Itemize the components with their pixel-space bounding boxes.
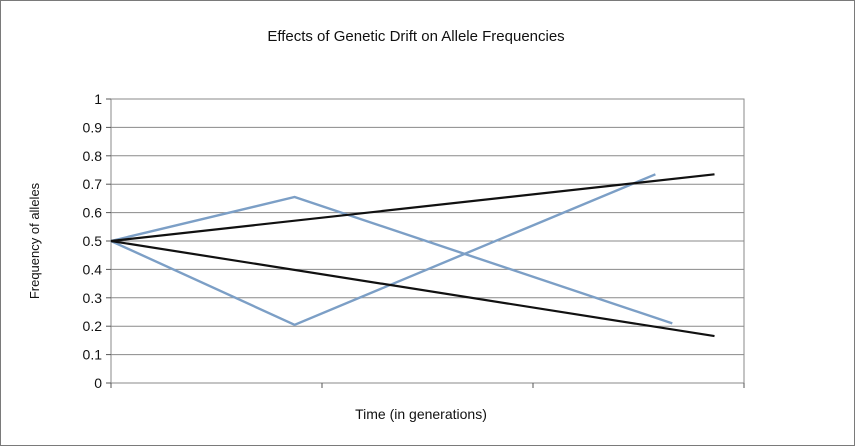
series-group — [110, 173, 715, 338]
y-tick-label: 0.8 — [83, 148, 103, 164]
series-line-1 — [110, 195, 673, 325]
y-tick-label: 0.3 — [83, 290, 103, 306]
x-axis-ticks — [110, 383, 745, 388]
y-tick-label: 0.7 — [83, 176, 103, 192]
grid-lines — [111, 126, 744, 356]
y-tick-label: 0.1 — [83, 347, 103, 363]
y-axis-ticks: 0 0.1 0.2 0.3 0.4 0.5 0.6 0.7 0.8 0.9 1 — [83, 91, 111, 391]
plot-area: 0 0.1 0.2 0.3 0.4 0.5 0.6 0.7 0.8 0.9 1 — [83, 91, 745, 391]
y-tick-label: 0 — [94, 375, 102, 391]
y-tick-label: 0.5 — [83, 233, 103, 249]
chart-title: Effects of Genetic Drift on Allele Frequ… — [267, 28, 564, 45]
y-tick-label: 0.4 — [83, 261, 103, 277]
series-line-3 — [110, 173, 715, 243]
y-tick-label: 0.9 — [83, 119, 103, 135]
y-axis-label: Frequency of alleles — [27, 182, 42, 299]
y-tick-label: 1 — [94, 91, 102, 107]
series-line-4 — [110, 239, 715, 338]
series-line-2 — [110, 173, 656, 327]
x-axis-label: Time (in generations) — [355, 406, 487, 422]
y-tick-label: 0.2 — [83, 318, 103, 334]
y-tick-label: 0.6 — [83, 205, 103, 221]
